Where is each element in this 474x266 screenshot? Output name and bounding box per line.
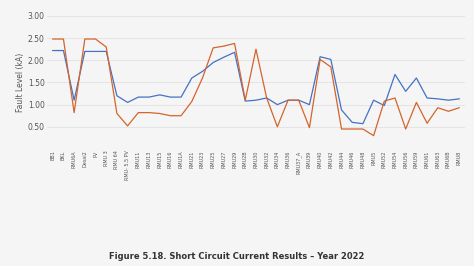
Three Phase (kA) [50,49,55,52]
Three Phase (kA) [264,96,270,99]
Line to Ground (kA) [307,126,312,129]
Text: Figure 5.18. Short Circuit Current Results – Year 2022: Figure 5.18. Short Circuit Current Resul… [109,252,365,261]
Three Phase (kA) [178,95,184,99]
Three Phase (kA) [221,56,227,59]
Line to Ground (kA) [114,112,120,115]
Line to Ground (kA) [371,134,376,137]
Three Phase (kA) [125,101,130,104]
Line to Ground (kA) [93,38,99,41]
Line to Ground (kA) [167,114,173,117]
Three Phase (kA) [93,50,99,53]
Three Phase (kA) [103,50,109,53]
Three Phase (kA) [317,55,323,58]
Line to Ground (kA) [103,45,109,49]
Line to Ground (kA) [296,99,301,102]
Three Phase (kA) [403,90,409,93]
Three Phase (kA) [382,104,387,107]
Line: Three Phase (kA): Three Phase (kA) [53,51,459,124]
Three Phase (kA) [285,99,291,102]
Three Phase (kA) [328,58,334,61]
Three Phase (kA) [307,103,312,106]
Line to Ground (kA) [446,110,451,113]
Three Phase (kA) [200,70,205,73]
Line to Ground (kA) [61,38,66,41]
Three Phase (kA) [242,99,248,103]
Three Phase (kA) [210,61,216,64]
Line to Ground (kA) [285,99,291,102]
Line to Ground (kA) [125,124,130,127]
Line to Ground (kA) [349,127,355,131]
Three Phase (kA) [167,95,173,99]
Three Phase (kA) [232,51,237,54]
Y-axis label: Fault Level (kA): Fault Level (kA) [16,53,25,112]
Three Phase (kA) [114,94,120,97]
Line to Ground (kA) [82,38,88,41]
Three Phase (kA) [61,49,66,52]
Line to Ground (kA) [200,76,205,80]
Three Phase (kA) [371,99,376,102]
Three Phase (kA) [446,99,451,102]
Line to Ground (kA) [339,127,345,131]
Three Phase (kA) [424,96,430,99]
Three Phase (kA) [435,97,441,101]
Line to Ground (kA) [382,99,387,103]
Line to Ground (kA) [242,99,248,102]
Line to Ground (kA) [50,38,55,41]
Three Phase (kA) [360,122,366,125]
Line to Ground (kA) [232,42,237,45]
Three Phase (kA) [339,108,345,111]
Three Phase (kA) [71,99,77,102]
Three Phase (kA) [274,103,280,106]
Three Phase (kA) [136,95,141,99]
Line to Ground (kA) [317,58,323,61]
Line to Ground (kA) [221,44,227,48]
Three Phase (kA) [189,76,195,80]
Line to Ground (kA) [274,125,280,128]
Line to Ground (kA) [157,112,163,115]
Line to Ground (kA) [456,106,462,109]
Line to Ground (kA) [360,127,366,131]
Three Phase (kA) [253,99,259,102]
Three Phase (kA) [146,95,152,99]
Line to Ground (kA) [71,111,77,114]
Three Phase (kA) [82,50,88,53]
Line to Ground (kA) [403,127,409,131]
Line: Line to Ground (kA): Line to Ground (kA) [53,39,459,136]
Three Phase (kA) [296,99,301,102]
Line to Ground (kA) [189,100,195,103]
Line to Ground (kA) [178,114,184,117]
Line to Ground (kA) [253,48,259,51]
Line to Ground (kA) [413,101,419,104]
Three Phase (kA) [349,121,355,124]
Three Phase (kA) [392,73,398,76]
Line to Ground (kA) [136,111,141,114]
Three Phase (kA) [456,97,462,101]
Line to Ground (kA) [146,111,152,114]
Line to Ground (kA) [392,96,398,99]
Line to Ground (kA) [424,122,430,125]
Three Phase (kA) [157,93,163,97]
Line to Ground (kA) [328,65,334,69]
Line to Ground (kA) [264,96,270,99]
Line to Ground (kA) [435,106,441,109]
Line to Ground (kA) [210,46,216,49]
Three Phase (kA) [413,76,419,80]
